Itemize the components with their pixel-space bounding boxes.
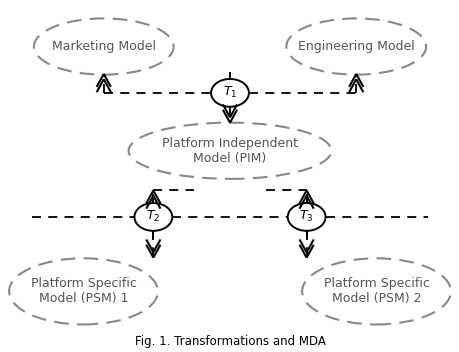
Text: $T_{3}$: $T_{3}$ <box>299 209 313 225</box>
Text: Marketing Model: Marketing Model <box>52 40 156 53</box>
Text: Platform Independent
Model (PIM): Platform Independent Model (PIM) <box>162 137 297 165</box>
Circle shape <box>134 203 172 231</box>
Circle shape <box>287 203 325 231</box>
Text: Engineering Model: Engineering Model <box>297 40 414 53</box>
Text: Platform Specific
Model (PSM) 1: Platform Specific Model (PSM) 1 <box>30 277 136 306</box>
Text: $T_{2}$: $T_{2}$ <box>146 209 160 225</box>
Text: Platform Specific
Model (PSM) 2: Platform Specific Model (PSM) 2 <box>323 277 429 306</box>
Text: $T_{1}$: $T_{1}$ <box>222 85 237 100</box>
Circle shape <box>211 79 248 107</box>
Text: Fig. 1. Transformations and MDA: Fig. 1. Transformations and MDA <box>134 335 325 348</box>
